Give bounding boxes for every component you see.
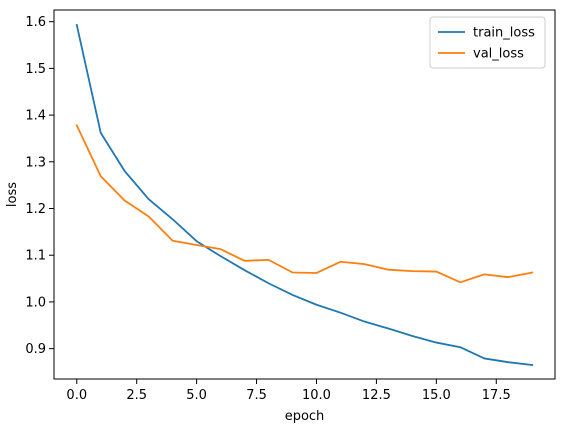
x-axis-label: epoch: [285, 409, 325, 424]
x-tick-label: 17.5: [482, 388, 511, 403]
y-tick-label: 1.6: [25, 15, 46, 30]
y-tick-label: 0.9: [25, 342, 46, 357]
series-layer: [75, 23, 534, 366]
x-tick-label: 12.5: [362, 388, 391, 403]
y-tick-label: 1.2: [25, 202, 46, 217]
x-tick-label: 0.0: [66, 388, 87, 403]
y-tick-label: 1.3: [25, 155, 46, 170]
series-line-train-loss: [75, 23, 534, 366]
y-tick-label: 1.4: [25, 109, 46, 124]
legend: train_loss val_loss: [429, 16, 546, 69]
x-tick-label: 2.5: [126, 388, 147, 403]
x-tick-label: 7.5: [246, 388, 267, 403]
y-tick-label: 1.1: [25, 249, 46, 264]
plot-area: [54, 10, 555, 379]
x-axis: 0.0 2.5 5.0 7.5 10.0 12.5 15.0 17.5: [66, 379, 511, 403]
series-line-val-loss: [75, 124, 534, 284]
x-tick-label: 10.0: [302, 388, 331, 403]
plot-frame: [53, 9, 556, 380]
y-tick-label: 1.0: [25, 295, 46, 310]
x-tick-label: 15.0: [422, 388, 451, 403]
x-tick-label: 5.0: [186, 388, 207, 403]
y-axis: 0.9 1.0 1.1 1.2 1.3 1.4 1.5 1.6: [25, 15, 54, 357]
legend-label-val-loss: val_loss: [473, 47, 524, 62]
legend-box: [429, 16, 546, 69]
y-axis-label: loss: [5, 182, 20, 207]
y-tick-label: 1.5: [25, 62, 46, 77]
legend-label-train-loss: train_loss: [473, 26, 535, 41]
